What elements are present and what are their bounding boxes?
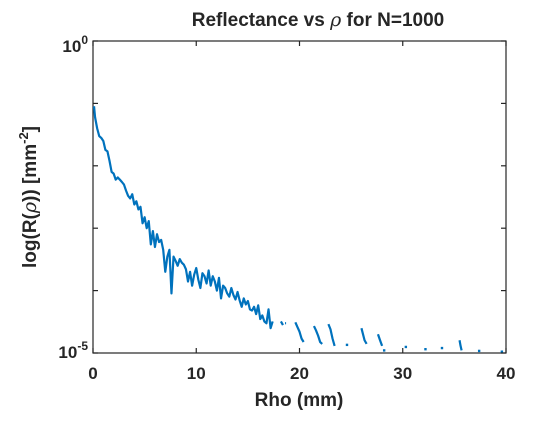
- y-label-prefix: log(R(: [20, 212, 41, 268]
- series-layer: [92, 106, 504, 353]
- series-line-segment: [92, 106, 274, 330]
- y-tick-label-bottom: 10-5: [58, 339, 88, 362]
- y-tick-bottom-exponent: -5: [77, 339, 88, 353]
- x-tick-label: 10: [187, 364, 206, 383]
- y-tick-bottom-base: 10: [58, 343, 77, 362]
- chart-title-prefix: Reflectance vs: [192, 10, 330, 31]
- x-axis-tick-labels: 0 10 20 30 40: [88, 364, 515, 383]
- y-axis-label: log(R(ρ)) [mm-2]: [16, 126, 41, 268]
- y-label-symbol: ρ: [19, 201, 41, 214]
- series-point: [404, 345, 408, 349]
- series-point: [345, 343, 349, 347]
- y-label-suffix: )) [mm: [20, 144, 41, 202]
- series-point: [500, 350, 504, 353]
- series-line-segment: [294, 321, 305, 343]
- y-tick-top-exponent: 0: [81, 33, 88, 47]
- tick-layer: [92, 40, 507, 354]
- x-axis-label: Rho (mm): [255, 390, 344, 411]
- x-tick-label: 0: [88, 364, 97, 383]
- series-line-segment: [312, 325, 323, 345]
- chart-title: Reflectance vs ρ for N=1000: [192, 9, 445, 31]
- y-tick-label-top: 100: [62, 33, 88, 56]
- series-point: [382, 349, 386, 352]
- series-point: [477, 349, 481, 353]
- y-tick-top-base: 10: [62, 37, 81, 56]
- series-point: [440, 346, 444, 350]
- x-tick-label: 30: [393, 364, 412, 383]
- series-point: [424, 348, 427, 351]
- y-label-exponent: -2: [16, 132, 31, 144]
- x-tick-label: 40: [497, 364, 516, 383]
- series-line-segment: [458, 340, 463, 351]
- chart-title-symbol: ρ: [329, 9, 342, 31]
- series-line-segment: [327, 323, 336, 347]
- series-line-segment: [376, 333, 384, 347]
- x-tick-label: 20: [290, 364, 309, 383]
- chart-title-suffix: for N=1000: [341, 10, 444, 31]
- series-line-segment: [360, 327, 368, 345]
- plot-area-frame: [92, 40, 507, 354]
- y-label-close: ]: [20, 126, 41, 132]
- series-line-segment: [279, 320, 284, 326]
